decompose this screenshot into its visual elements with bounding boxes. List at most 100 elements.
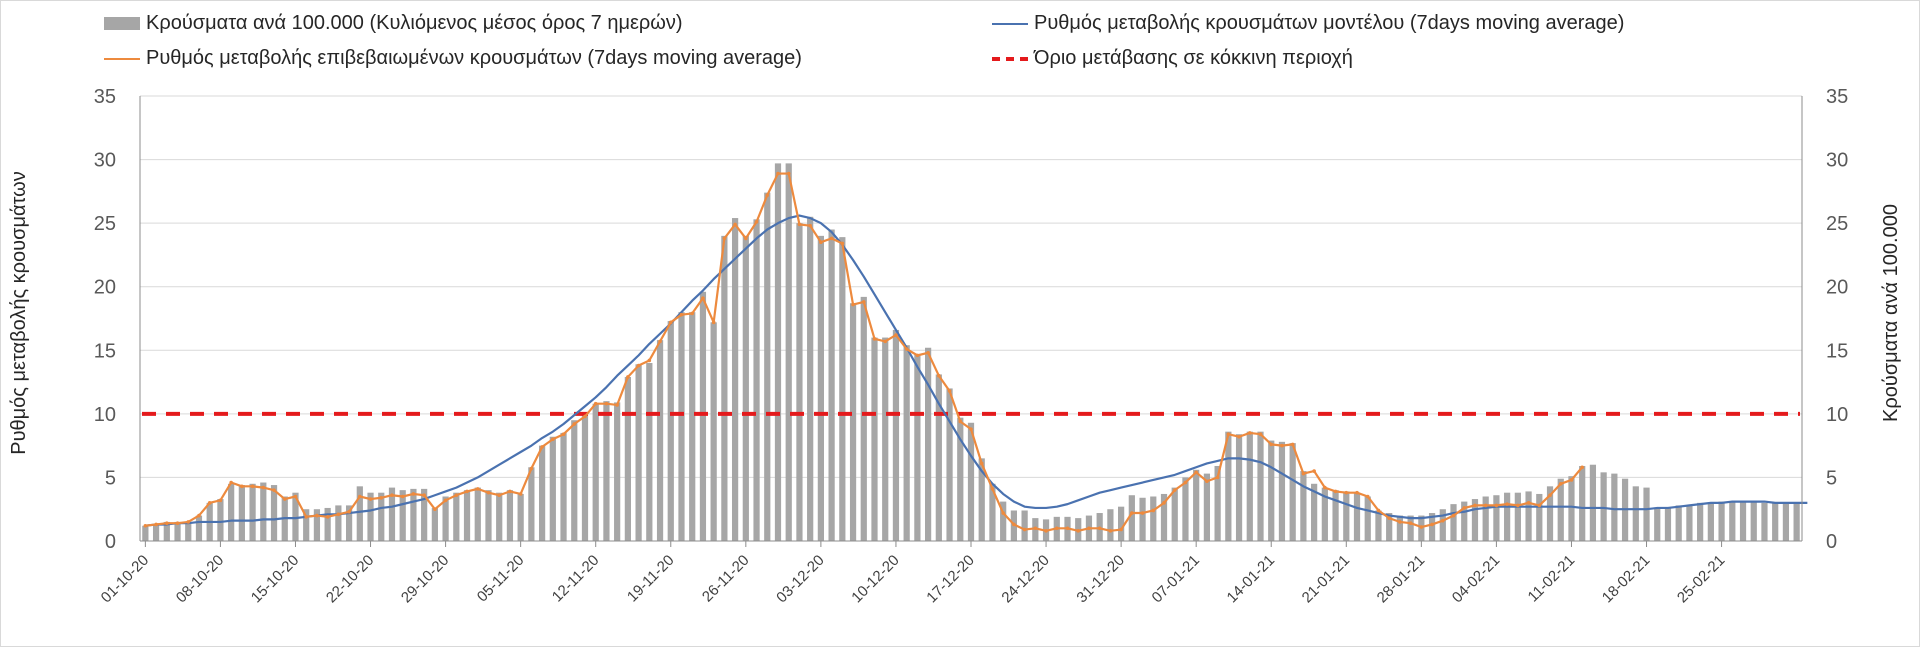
confirmed-point — [679, 312, 684, 317]
y-tick-right: 5 — [1826, 467, 1837, 489]
legend-label-threshold: Όριο μετάβασης σε κόκκινη περιοχή — [1034, 47, 1353, 69]
confirmed-point — [1215, 475, 1220, 480]
y-tick-left: 30 — [94, 150, 116, 172]
confirmed-point — [1494, 503, 1499, 508]
bar — [1439, 509, 1446, 541]
confirmed-point — [1483, 503, 1488, 508]
x-tick-label: 05-11-20 — [474, 552, 528, 606]
bar — [571, 420, 578, 541]
confirmed-point — [1140, 511, 1145, 515]
bar — [1182, 477, 1189, 541]
bar — [1482, 496, 1489, 541]
confirmed-point — [583, 414, 587, 419]
confirmed-point — [1162, 501, 1166, 505]
bar — [388, 487, 396, 541]
x-tick-label: 29-10-20 — [398, 552, 452, 606]
x-tick-label: 28-01-21 — [1374, 552, 1428, 606]
confirmed-point — [529, 466, 534, 471]
confirmed-point — [615, 403, 619, 407]
y-tick-right: 35 — [1826, 86, 1848, 108]
bar — [1654, 507, 1661, 541]
confirmed-point — [1323, 485, 1327, 490]
confirmed-point — [937, 373, 941, 378]
confirmed-point — [486, 490, 491, 495]
confirmed-point — [1387, 516, 1391, 520]
confirmed-point — [1076, 529, 1081, 533]
confirmed-point — [218, 498, 223, 503]
confirmed-point — [325, 515, 330, 519]
bar — [174, 521, 181, 541]
confirmed-point — [165, 521, 169, 525]
confirmed-point — [207, 501, 212, 505]
confirmed-point — [1044, 529, 1048, 533]
bar — [603, 401, 610, 541]
x-tick-label: 21-01-21 — [1299, 552, 1353, 606]
confirmed-point — [293, 494, 298, 499]
bar — [1611, 473, 1618, 541]
bar — [345, 505, 353, 541]
confirmed-point — [240, 484, 244, 489]
confirmed-point — [465, 489, 469, 494]
bar — [753, 219, 760, 542]
bar — [1235, 434, 1243, 541]
bar — [421, 488, 428, 541]
x-tick-label: 25-02-21 — [1674, 552, 1728, 606]
bar — [1782, 502, 1790, 541]
bar — [1353, 492, 1361, 541]
bar — [624, 376, 631, 541]
bar — [828, 229, 835, 541]
x-tick-label: 12-11-20 — [549, 552, 603, 606]
bar — [474, 487, 481, 541]
bar — [485, 490, 492, 541]
bar — [1471, 499, 1479, 541]
legend-swatch-model — [992, 22, 1028, 25]
confirmed-point — [969, 427, 973, 431]
confirmed-point — [958, 419, 963, 424]
bar — [774, 163, 782, 541]
bar — [731, 218, 739, 542]
lines-layer — [142, 171, 1808, 533]
confirmed-point — [186, 520, 191, 524]
bar — [517, 493, 524, 541]
confirmed-point — [776, 171, 780, 176]
confirmed-point — [711, 320, 716, 325]
x-tick-label: 01-10-20 — [98, 552, 152, 606]
bar — [303, 509, 310, 541]
confirmed-point — [508, 489, 512, 494]
bar — [1557, 478, 1564, 541]
y-tick-left: 20 — [94, 277, 116, 299]
confirmed-point — [1376, 508, 1381, 513]
right-axis-title: Κρούσματα ανά 100.000 — [1880, 204, 1902, 422]
bar — [1600, 472, 1607, 541]
confirmed-point — [883, 339, 888, 344]
confirmed-point — [1365, 494, 1370, 499]
legend-item-model: Ρυθμός μεταβολής κρουσμάτων μοντέλου (7d… — [992, 12, 1624, 35]
bar — [313, 509, 321, 541]
confirmed-point — [1172, 488, 1177, 492]
y-tick-right: 0 — [1826, 531, 1837, 553]
bar — [292, 492, 299, 541]
confirmed-point — [990, 487, 995, 491]
bar — [142, 525, 149, 541]
x-tick-label: 08-10-20 — [173, 552, 227, 606]
x-tick-label: 04-02-21 — [1449, 552, 1503, 606]
confirmed-point — [1462, 506, 1467, 510]
y-tick-left: 10 — [94, 404, 116, 426]
bar — [667, 321, 674, 541]
bar — [1171, 487, 1178, 541]
bar — [238, 485, 245, 541]
confirmed-point — [1226, 432, 1231, 437]
confirmed-point — [947, 389, 952, 393]
bar — [1321, 487, 1328, 541]
x-tick-label: 18-02-21 — [1599, 552, 1653, 606]
x-tick-label: 19-11-20 — [624, 552, 678, 606]
legend-label-bars: Κρούσματα ανά 100.000 (Κυλιόμενος μέσος … — [146, 12, 683, 34]
legend-swatch-bars — [104, 17, 140, 30]
x-tick-label: 15-10-20 — [248, 552, 302, 606]
confirmed-point — [1194, 470, 1198, 475]
bar — [1107, 509, 1114, 541]
bar — [978, 458, 985, 541]
bar — [1729, 501, 1736, 541]
confirmed-point — [368, 497, 373, 501]
